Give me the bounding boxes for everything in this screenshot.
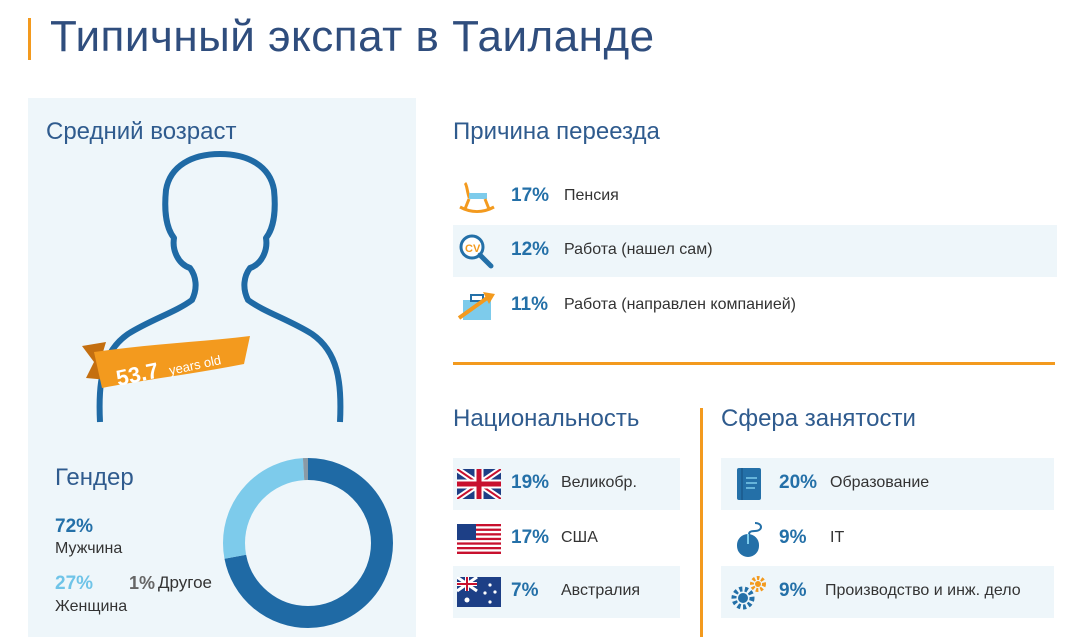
other-label: Другое [158,573,213,592]
occupation-row-education: 20% Образование [721,458,1054,510]
other-percent: 1% [129,573,156,593]
section-divider-horizontal [453,362,1055,365]
reason-percent: 12% [511,239,550,260]
us-flag-icon [457,524,501,554]
section-divider-vertical [700,408,703,637]
gender-heading: Гендер [55,464,134,491]
reason-row-pension: 17% Пенсия [453,171,1057,223]
nationality-heading: Национальность [453,405,640,432]
nationality-row-usa: 17% США [453,513,680,565]
uk-flag-icon [457,469,501,499]
reason-label: Пенсия [564,187,619,204]
nationality-label: США [561,529,598,546]
occupation-heading: Сфера занятости [721,405,916,432]
occupation-label: IT [830,529,845,546]
cv-magnifier-icon: CV [459,234,494,269]
occupation-row-it: 9% IT [721,513,1054,565]
title-accent-bar [28,18,31,60]
nationality-row-uk: 19% Великобр. [453,458,680,510]
nationality-percent: 19% [511,472,550,493]
nationality-label: Великобр. [561,474,637,491]
reason-percent: 11% [511,294,548,315]
briefcase-arrow-icon [457,292,495,320]
male-percent: 72% [55,516,94,537]
donut-segment-other [223,458,393,628]
reasons-heading: Причина переезда [453,118,660,145]
reason-row-company-job: 11% Работа (направлен компанией) [453,280,1057,332]
occupation-label: Производство и инж. дело [825,582,1021,599]
occupation-percent: 20% [779,472,818,493]
nationality-label: Австралия [561,582,641,599]
reason-label: Работа (направлен компанией) [564,296,796,313]
page-title: Типичный экспат в Таиланде [50,12,655,61]
occupation-row-engineering: 9% Производство и инж. дело [721,566,1054,618]
female-percent: 27% [55,573,94,594]
mouse-icon [737,522,762,557]
nationality-percent: 7% [511,580,539,601]
notebook-icon [737,468,761,500]
gender-donut-chart [223,458,393,628]
gears-icon [731,576,766,610]
donut-segment-female [223,458,393,628]
occupation-label: Образование [830,474,930,491]
male-label: Мужчина [55,540,123,557]
female-label: Женщина [55,598,128,615]
nationality-percent: 17% [511,527,550,548]
age-heading: Средний возраст [46,118,237,145]
person-silhouette-icon: 53.7 years old [82,151,344,423]
reason-label: Работа (нашел сам) [564,241,713,258]
rocking-chair-icon [459,181,495,213]
occupation-percent: 9% [779,527,807,548]
svg-text:CV: CV [465,243,481,255]
occupation-percent: 9% [779,580,807,601]
reason-row-self-found-job: CV 12% Работа (нашел сам) [453,225,1057,277]
australia-flag-icon [457,577,501,607]
reason-percent: 17% [511,185,550,206]
age-ribbon: 53.7 years old [82,336,250,391]
nationality-row-australia: 7% Австралия [453,566,680,618]
